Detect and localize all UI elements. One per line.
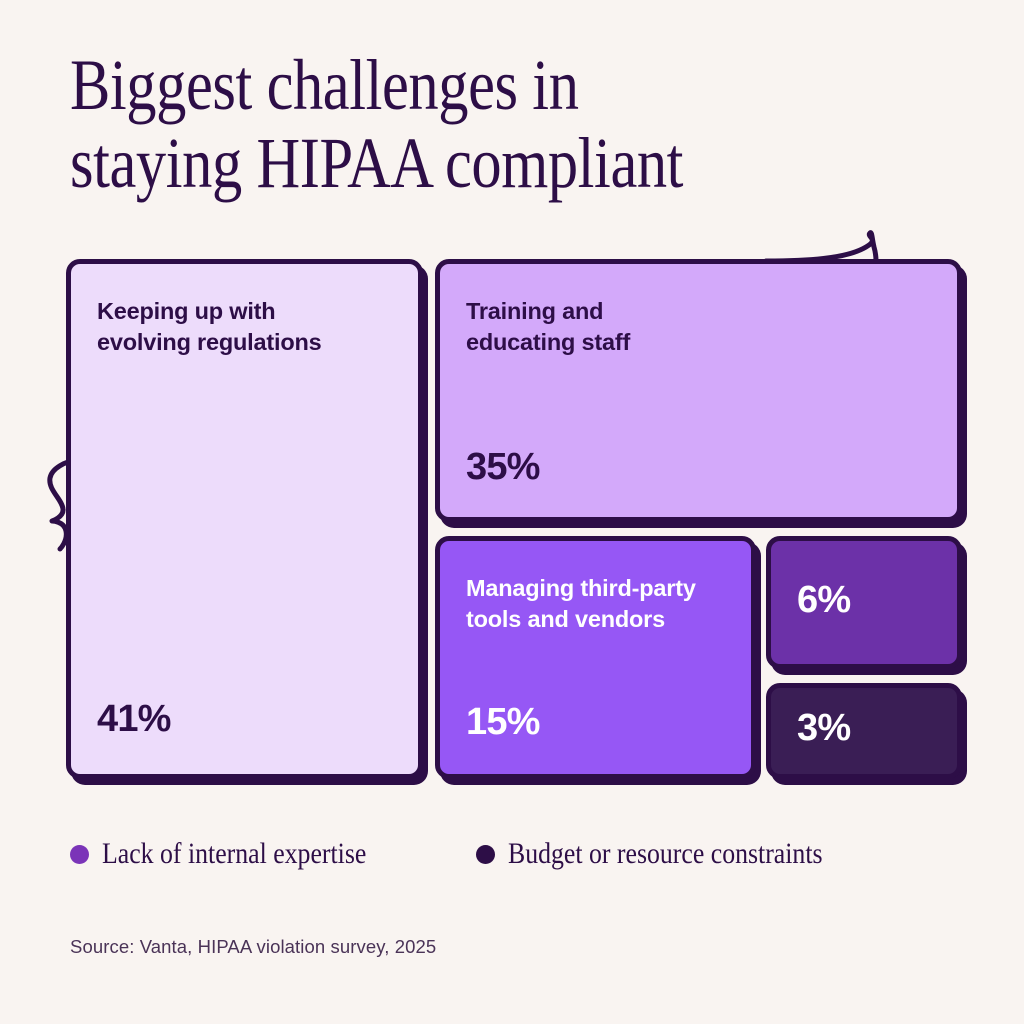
treemap-cell-budget-or-resource-constraints[interactable]: 3%: [766, 683, 962, 779]
page-title: Biggest challenges in staying HIPAA comp…: [70, 45, 684, 203]
treemap-cell-training-and-educating-staff[interactable]: Training and educating staff 35%: [435, 259, 962, 522]
treemap-cell-value: 35%: [466, 446, 540, 488]
treemap-cell-value: 41%: [97, 698, 171, 740]
treemap-cell-value: 6%: [797, 579, 851, 621]
treemap-cell-managing-third-party-tools-and-vendors[interactable]: Managing third-party tools and vendors 1…: [435, 536, 756, 779]
treemap-cell-lack-of-internal-expertise[interactable]: 6%: [766, 536, 962, 669]
treemap-cell-label: Keeping up with evolving regulations: [97, 298, 322, 355]
legend-item-lack-of-internal-expertise[interactable]: Lack of internal expertise: [70, 838, 476, 870]
legend-color-dot-icon: [70, 844, 89, 864]
treemap-cell-label: Training and educating staff: [466, 298, 631, 355]
treemap-cell-value: 3%: [797, 707, 851, 749]
legend: Lack of internal expertise Budget or res…: [70, 838, 874, 870]
legend-item-label: Lack of internal expertise: [102, 837, 367, 870]
legend-item-budget-or-resource-constraints[interactable]: Budget or resource constraints: [476, 838, 874, 870]
treemap-cell-value: 15%: [466, 701, 540, 743]
legend-item-label: Budget or resource constraints: [508, 837, 823, 870]
legend-color-dot-icon: [476, 844, 495, 864]
treemap-cell-label: Managing third-party tools and vendors: [466, 575, 696, 632]
source-caption: Source: Vanta, HIPAA violation survey, 2…: [70, 936, 437, 957]
treemap-chart: Keeping up with evolving regulations 41%…: [47, 230, 962, 781]
treemap-cell-keeping-up-with-evolving-regulations[interactable]: Keeping up with evolving regulations 41%: [66, 259, 423, 779]
